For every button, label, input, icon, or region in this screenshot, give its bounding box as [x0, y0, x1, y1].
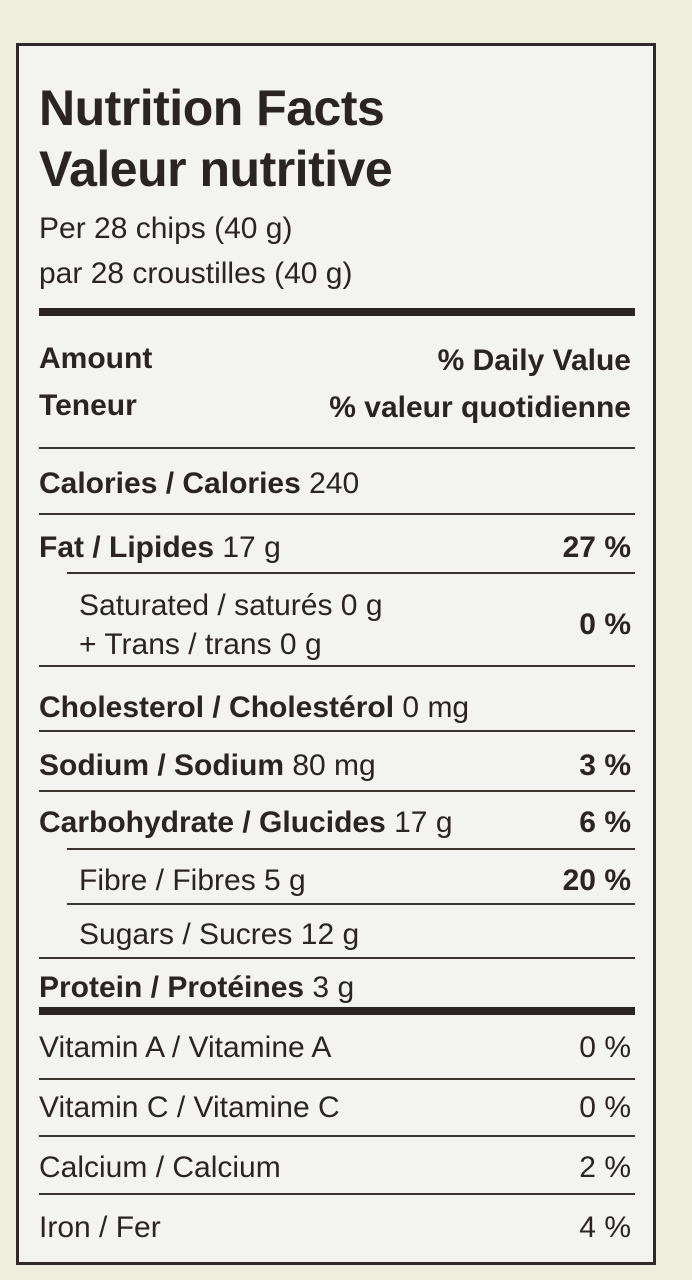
protein-row: Protein / Protéines 3 g: [39, 971, 355, 1004]
title-fr: Valeur nutritive: [39, 141, 393, 197]
divider: [39, 665, 635, 667]
sodium-dv: 3 %: [579, 749, 631, 782]
serving-size-fr: par 28 croustilles (40 g): [39, 257, 353, 290]
vitamin-c-row: Vitamin C / Vitamine C: [39, 1091, 340, 1124]
saturated-row: Saturated / saturés 0 g: [79, 589, 383, 622]
divider: [39, 1078, 635, 1080]
sodium-row: Sodium / Sodium 80 mg: [39, 749, 376, 782]
fat-row: Fat / Lipides 17 g: [39, 531, 281, 564]
divider: [67, 903, 635, 905]
divider: [39, 1135, 635, 1137]
sugars-row: Sugars / Sucres 12 g: [79, 918, 360, 951]
calories-row: Calories / Calories 240: [39, 467, 360, 500]
divider: [39, 790, 635, 792]
cholesterol-row: Cholesterol / Cholestérol 0 mg: [39, 691, 470, 724]
thick-divider: [39, 308, 635, 316]
divider: [39, 447, 635, 449]
thick-divider: [39, 1007, 635, 1015]
calcium-dv: 2 %: [579, 1151, 631, 1184]
saturated-trans-dv: 0 %: [579, 608, 631, 641]
divider: [39, 1193, 635, 1195]
divider: [39, 730, 635, 732]
divider: [39, 513, 635, 515]
fibre-row: Fibre / Fibres 5 g: [79, 864, 306, 897]
carbohydrate-dv: 6 %: [579, 806, 631, 839]
nutrition-facts-label: Nutrition Facts Valeur nutritive Per 28 …: [16, 43, 656, 1265]
divider: [39, 957, 635, 959]
vitamin-c-dv: 0 %: [579, 1091, 631, 1124]
vitamin-a-row: Vitamin A / Vitamine A: [39, 1031, 332, 1064]
title-en: Nutrition Facts: [39, 80, 385, 136]
amount-header: Amount: [39, 342, 153, 375]
trans-row: + Trans / trans 0 g: [79, 628, 322, 661]
daily-value-header-fr: % valeur quotidienne: [329, 391, 631, 424]
vitamin-a-dv: 0 %: [579, 1031, 631, 1064]
calcium-row: Calcium / Calcium: [39, 1151, 281, 1184]
teneur-header: Teneur: [39, 389, 137, 422]
divider: [67, 572, 635, 574]
carbohydrate-row: Carbohydrate / Glucides 17 g: [39, 806, 453, 839]
divider: [67, 848, 635, 850]
iron-dv: 4 %: [579, 1211, 631, 1244]
fibre-dv: 20 %: [562, 864, 631, 897]
serving-size-en: Per 28 chips (40 g): [39, 212, 293, 245]
fat-dv: 27 %: [562, 531, 631, 564]
iron-row: Iron / Fer: [39, 1211, 161, 1244]
daily-value-header-en: % Daily Value: [437, 344, 631, 377]
